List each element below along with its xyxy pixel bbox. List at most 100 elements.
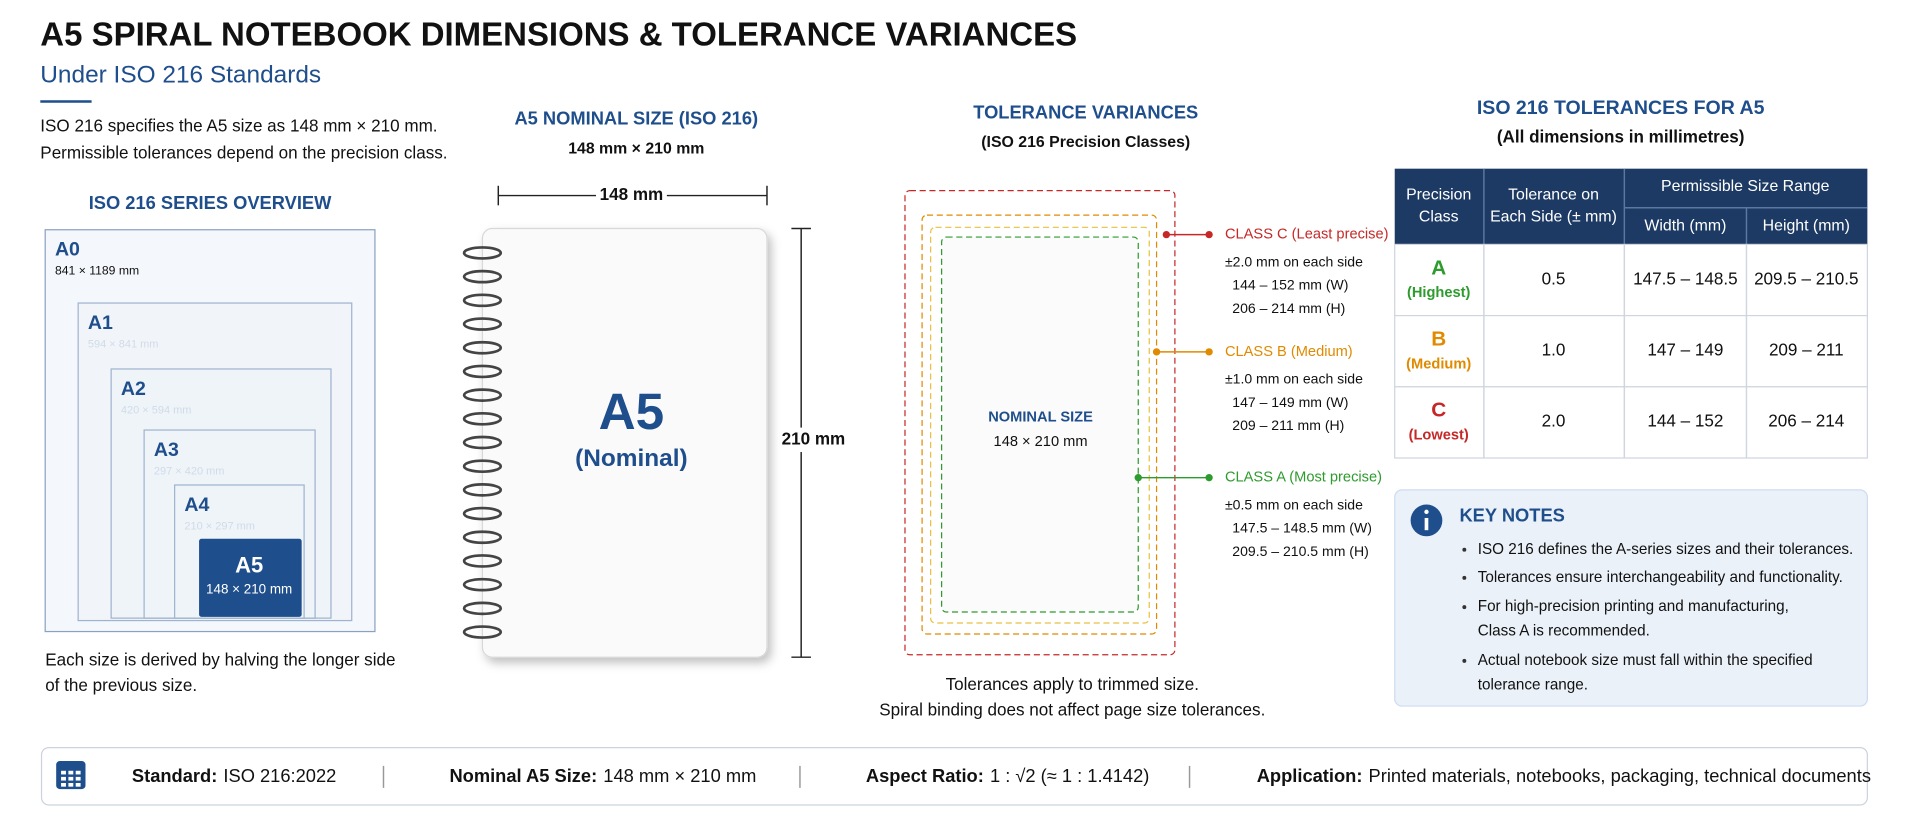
spiral-ring [462,340,503,355]
class-detail: 144 – 152 mm (W) [1232,277,1348,293]
section-subtitle: (ISO 216 Precision Classes) [981,134,1190,151]
section-subtitle: (All dimensions in millimetres) [1497,128,1745,147]
calendar-cell [68,770,74,775]
note-text: tolerance range. [1478,676,1588,693]
footer-value: ISO 216:2022 [223,765,336,786]
spiral-ring [462,506,503,521]
spiral-ring [462,625,503,639]
size-dims: 210 × 297 mm [184,520,255,532]
intro-line: Permissible tolerances depend on the pre… [40,144,447,163]
spiral-ring [462,388,503,402]
spiral-ring [462,601,503,616]
section-title: TOLERANCE VARIANCES [973,102,1198,123]
grade: C [1431,399,1446,422]
footnote: Spiral binding does not affect page size… [879,700,1265,719]
section-title: ISO 216 TOLERANCES FOR A5 [1477,97,1765,119]
grade: B [1431,328,1446,351]
footer-item: Standard: ISO 216:2022 [132,765,336,786]
footer-item: Nominal A5 Size: 148 mm × 210 mm [449,765,756,786]
notebook [481,227,768,658]
table-header: Each Side (± mm) [1490,209,1617,226]
info-icon-dot [1424,509,1429,515]
size-name: A1 [88,312,113,334]
grade-level: (Highest) [1407,285,1471,301]
table-cell: 144 – 152 [1647,412,1723,431]
bullet [1462,605,1467,610]
bullet [1462,575,1467,580]
connector-dot [1152,348,1161,356]
subtitle: Under ISO 216 Standards [40,61,321,88]
footnote: Each size is derived by halving the long… [45,650,395,669]
spiral-ring [462,411,503,426]
table-row [1394,386,1868,459]
spiral-ring [462,435,503,450]
footer-item: Application: Printed materials, notebooks… [1257,765,1871,786]
size-dims: 420 × 594 mm [121,404,192,416]
title: A5 SPIRAL NOTEBOOK DIMENSIONS & TOLERANC… [40,15,1077,52]
spiral-ring [462,459,503,474]
calendar-cell [61,770,66,775]
size-name: A2 [121,378,146,400]
table-cell: 206 – 214 [1768,412,1844,431]
calendar-cell [68,782,74,787]
notebook-sublabel: (Nominal) [575,445,688,472]
size-name: A3 [154,439,179,461]
footer-label: Aspect Ratio: [866,765,984,786]
footnote: Tolerances apply to trimmed size. [946,675,1199,694]
label-bg [595,183,667,208]
table-cell: 209.5 – 210.5 [1754,269,1858,288]
spiral-ring [462,530,503,545]
class-detail: 209.5 – 210.5 mm (H) [1232,543,1368,559]
connector-dot [1134,474,1142,482]
size-name: A4 [184,494,209,516]
size-name: A5 [235,553,263,578]
connector-dot [1162,230,1171,239]
class-label: CLASS A (Most precise) [1225,470,1382,486]
calendar-cell [61,776,66,781]
spiral-ring [462,483,503,497]
footer-value: Printed materials, notebooks, packaging,… [1369,765,1871,786]
spiral-ring [462,246,503,260]
table-header: Permissible Size Range [1661,178,1830,195]
size-dims: 297 × 420 mm [154,465,225,477]
footer-value: 1 : √2 (≈ 1 : 1.4142) [990,765,1149,786]
table-cell: 0.5 [1542,269,1566,288]
size-name: A0 [55,239,80,261]
grade-level: (Lowest) [1409,428,1469,444]
calendar-cell [75,770,81,775]
class-a-outline [941,236,1139,613]
tolerance-outline [930,226,1150,624]
intro-line: ISO 216 specifies the A5 size as 148 mm … [40,117,437,136]
notes-panel [1394,489,1868,707]
section-title: A5 NOMINAL SIZE (ISO 216) [514,108,758,129]
class-detail: 147.5 – 148.5 mm (W) [1232,520,1372,536]
spiral-ring [462,554,503,568]
table-cell: 2.0 [1542,412,1566,431]
calendar-cell [75,776,81,781]
size-dims: 148 × 210 mm [206,582,292,597]
footer-value: 148 mm × 210 mm [603,765,756,786]
connector-dot [1205,474,1213,482]
note-text: For high-precision printing and manufact… [1478,598,1789,615]
table-cell: 147 – 149 [1647,341,1723,360]
footnote: of the previous size. [45,676,197,695]
footer-item: Aspect Ratio: 1 : √2 (≈ 1 : 1.4142) [866,765,1149,786]
calendar-cell [75,782,81,787]
class-detail: ±0.5 mm on each side [1225,496,1363,512]
spiral-ring [462,293,503,308]
connector-dot [1205,230,1213,239]
footer-label: Nominal A5 Size: [449,765,597,786]
table-cell: 209 – 211 [1769,341,1844,360]
class-b-outline [921,214,1158,635]
section-subtitle: 148 mm × 210 mm [568,140,704,157]
size-dims: 841 × 1189 mm [55,263,139,277]
note-text: Class A is recommended. [1478,623,1650,640]
notebook-label: A5 [599,383,665,440]
connector-dot [1205,348,1213,356]
note-text: Tolerances ensure interchangeability and… [1478,569,1843,586]
footer-bar [40,746,1868,806]
class-c-outline [904,190,1176,656]
info-icon-stem [1424,517,1429,531]
